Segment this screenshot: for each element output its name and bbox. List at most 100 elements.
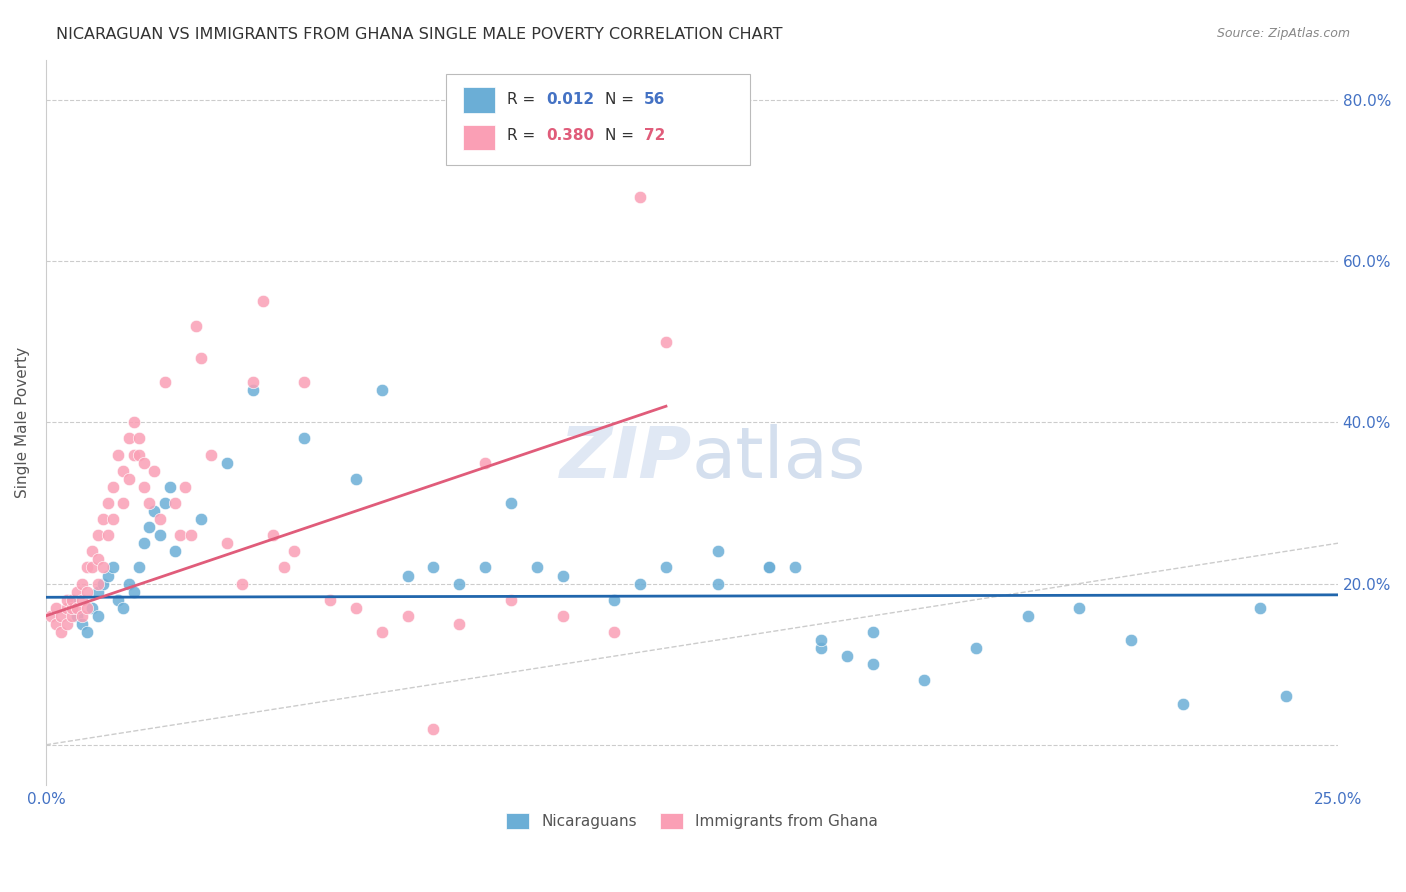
Point (97, 496, 120, 510)
Point (159, 480, 181, 494)
Point (190, 512, 212, 526)
Point (603, 592, 626, 607)
Point (344, 472, 367, 486)
Point (134, 536, 156, 550)
Point (706, 576, 728, 591)
Point (138, 496, 160, 510)
Point (66, 608, 89, 623)
Point (655, 560, 678, 574)
Point (292, 432, 315, 446)
Point (134, 480, 156, 494)
Point (190, 351, 212, 365)
FancyBboxPatch shape (446, 74, 749, 165)
Point (76, 624, 98, 639)
Text: NICARAGUAN VS IMMIGRANTS FROM GHANA SINGLE MALE POVERTY CORRELATION CHART: NICARAGUAN VS IMMIGRANTS FROM GHANA SING… (56, 27, 783, 42)
Point (60, 608, 83, 623)
Point (180, 528, 202, 542)
Point (128, 448, 150, 462)
Point (60, 592, 83, 607)
Point (862, 624, 884, 639)
Point (231, 576, 253, 591)
Point (107, 448, 129, 462)
Point (215, 456, 238, 470)
Point (169, 528, 191, 542)
Point (835, 649, 858, 664)
Point (76, 600, 98, 615)
Point (134, 456, 156, 470)
Point (117, 472, 139, 486)
Point (97, 528, 120, 542)
Point (112, 496, 135, 510)
Point (122, 584, 145, 599)
Point (371, 624, 394, 639)
Point (112, 600, 135, 615)
Point (55, 600, 77, 615)
Point (51, 608, 73, 623)
Point (526, 560, 548, 574)
Point (60, 592, 83, 607)
Point (758, 560, 780, 574)
Point (292, 375, 315, 389)
Point (706, 544, 728, 558)
Text: 0.012: 0.012 (546, 92, 593, 107)
Point (215, 536, 238, 550)
Point (449, 616, 471, 631)
Point (153, 496, 176, 510)
Text: Source: ZipAtlas.com: Source: ZipAtlas.com (1216, 27, 1350, 40)
Point (174, 480, 197, 494)
Point (91, 512, 114, 526)
Point (371, 383, 394, 397)
Point (143, 504, 166, 518)
Point (82, 600, 104, 615)
Point (165, 544, 187, 558)
Point (1249, 600, 1271, 615)
Text: N =: N = (605, 92, 640, 107)
Point (66, 584, 89, 599)
Point (1119, 632, 1142, 647)
Point (184, 318, 207, 333)
Point (128, 432, 150, 446)
Point (107, 592, 129, 607)
Text: 0.380: 0.380 (546, 128, 593, 144)
Point (758, 560, 780, 574)
Text: R =: R = (508, 92, 540, 107)
Point (86, 576, 108, 591)
Point (45, 616, 67, 631)
Point (70, 608, 93, 623)
Point (70, 592, 93, 607)
Point (396, 608, 419, 623)
Point (138, 520, 160, 534)
Point (1275, 690, 1298, 704)
Point (165, 496, 187, 510)
Point (45, 600, 67, 615)
Point (965, 641, 987, 656)
Point (242, 383, 264, 397)
Point (603, 624, 626, 639)
Point (628, 576, 651, 591)
Point (655, 334, 678, 349)
Point (200, 448, 222, 462)
Point (86, 584, 108, 599)
Point (499, 592, 522, 607)
Point (422, 560, 444, 574)
Point (101, 512, 124, 526)
Point (551, 608, 574, 623)
Legend: Nicaraguans, Immigrants from Ghana: Nicaraguans, Immigrants from Ghana (501, 807, 884, 836)
Bar (463, 87, 495, 112)
Point (128, 560, 150, 574)
Point (91, 576, 114, 591)
Point (66, 600, 89, 615)
Point (70, 576, 93, 591)
Point (101, 480, 124, 494)
Text: atlas: atlas (692, 424, 866, 493)
Point (1017, 608, 1039, 623)
Point (143, 464, 166, 478)
Text: R =: R = (508, 128, 540, 144)
Point (60, 600, 83, 615)
Point (551, 568, 574, 582)
Point (117, 432, 139, 446)
Text: ZIP: ZIP (560, 424, 692, 493)
Point (449, 576, 471, 591)
Point (117, 576, 139, 591)
Point (86, 528, 108, 542)
